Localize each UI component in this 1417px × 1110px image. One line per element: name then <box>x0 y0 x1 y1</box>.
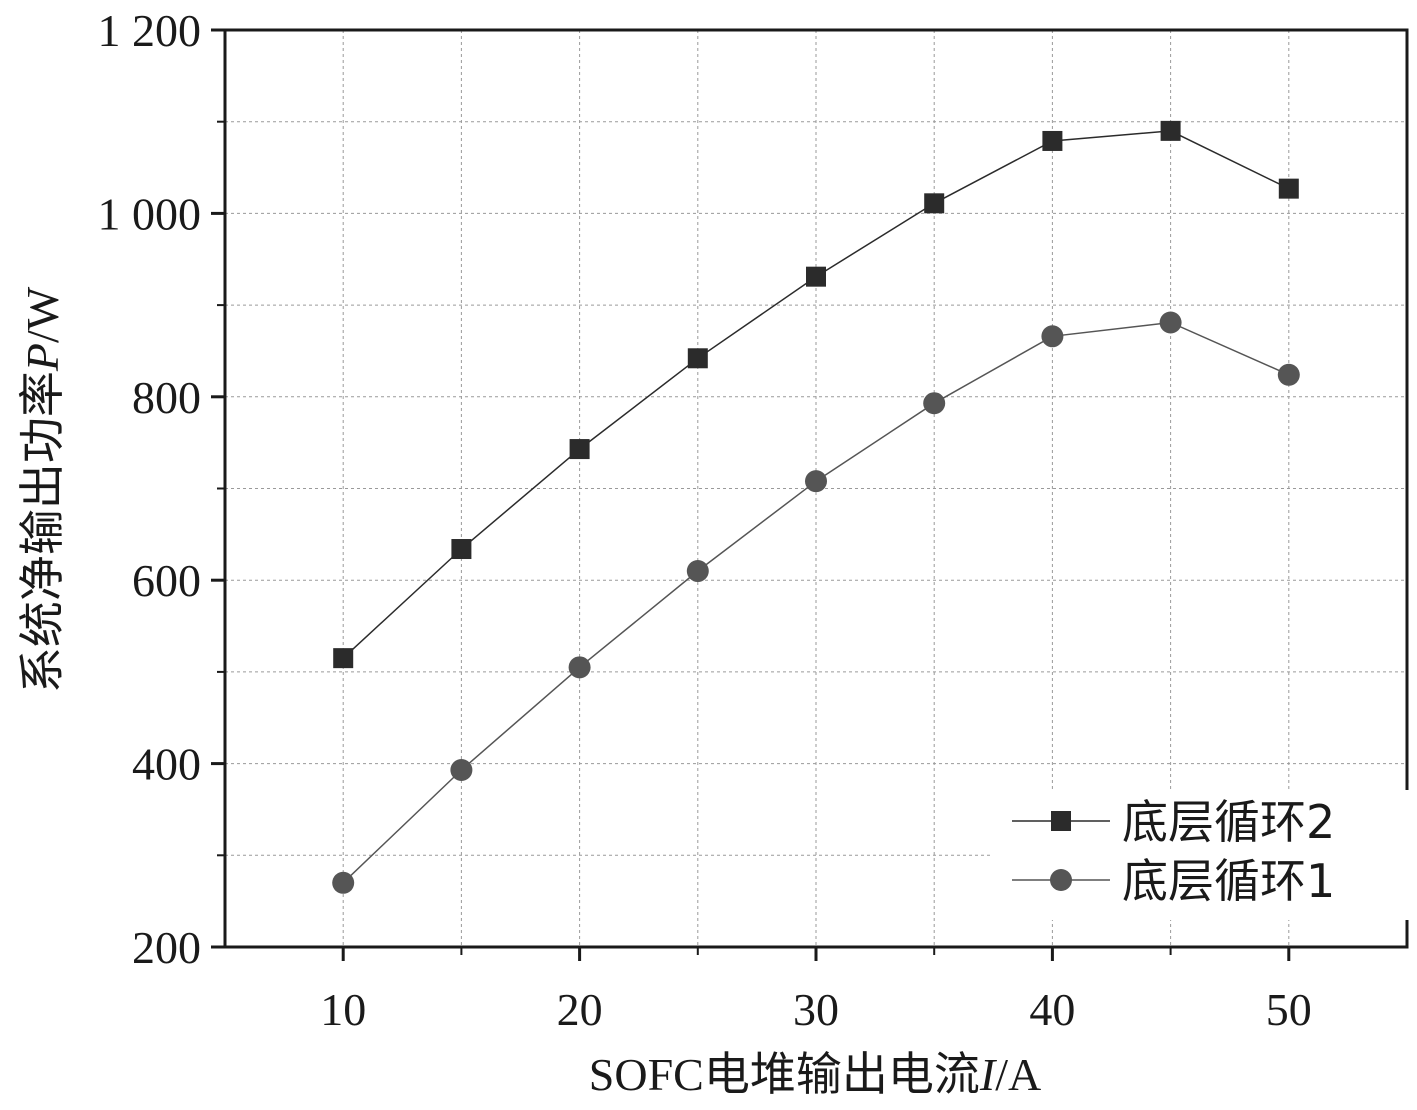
data-point-circle <box>805 470 827 493</box>
x-axis-variable: I <box>979 1049 998 1100</box>
data-point-square <box>333 648 354 669</box>
y-axis-unit: /W <box>17 286 68 343</box>
y-tick-label: 200 <box>132 922 201 973</box>
grid-lines <box>225 30 1407 947</box>
data-point-circle <box>686 560 709 583</box>
series-2 <box>332 311 1300 894</box>
x-tick-label: 20 <box>557 984 603 1035</box>
x-tick-label: 40 <box>1029 984 1075 1035</box>
x-axis-title: SOFC电堆输出电流I/A <box>589 1049 1041 1100</box>
x-axis-title-text: SOFC电堆输出电流 <box>589 1049 980 1100</box>
x-tick-label: 10 <box>320 984 366 1035</box>
legend-label-series-2: 底层循环2 <box>1122 795 1335 849</box>
y-tick-label: 1 000 <box>98 188 202 239</box>
data-point-square <box>1278 178 1299 199</box>
data-point-circle <box>1277 363 1300 386</box>
data-point-circle <box>332 871 355 894</box>
data-point-square <box>451 539 472 560</box>
y-axis-title: 系统净输出功率P/W <box>17 286 68 693</box>
legend-label-series-1: 底层循环1 <box>1122 854 1335 908</box>
data-point-circle <box>568 656 591 679</box>
y-axis-variable: P <box>17 343 68 372</box>
data-point-square <box>687 348 708 369</box>
data-point-square <box>806 266 826 287</box>
data-point-square <box>924 193 945 214</box>
legend-marker-square <box>1051 811 1071 831</box>
legend-marker-circle <box>1050 869 1072 891</box>
x-tick-label: 50 <box>1266 984 1312 1035</box>
x-axis-unit: /A <box>995 1049 1041 1100</box>
series-line <box>342 130 1290 659</box>
legend-entry-series-2: 底层循环2 <box>1012 795 1335 849</box>
series-1 <box>333 120 1299 669</box>
axis-ticks <box>211 28 1291 961</box>
y-tick-labels: 200 400 600 800 1 000 1 200 <box>98 5 202 973</box>
data-point-circle <box>1041 325 1064 348</box>
y-tick-label: 800 <box>132 372 201 423</box>
data-point-square <box>569 439 590 460</box>
y-tick-label: 400 <box>132 739 201 790</box>
data-point-circle <box>923 392 946 415</box>
y-tick-label: 1 200 <box>98 5 202 56</box>
series-layer <box>332 120 1300 894</box>
data-point-square <box>1042 130 1063 151</box>
data-point-circle <box>1159 311 1182 334</box>
x-tick-label: 30 <box>793 984 839 1035</box>
x-tick-labels: 10 20 30 40 50 <box>320 984 1312 1035</box>
data-point-square <box>1160 120 1181 141</box>
y-tick-label: 600 <box>132 555 201 606</box>
legend-entry-series-1: 底层循环1 <box>1012 854 1335 908</box>
y-axis-title-text: 系统净输出功率 <box>17 371 68 693</box>
legend: 底层循环2 底层循环1 <box>990 790 1410 920</box>
data-point-circle <box>450 759 473 782</box>
